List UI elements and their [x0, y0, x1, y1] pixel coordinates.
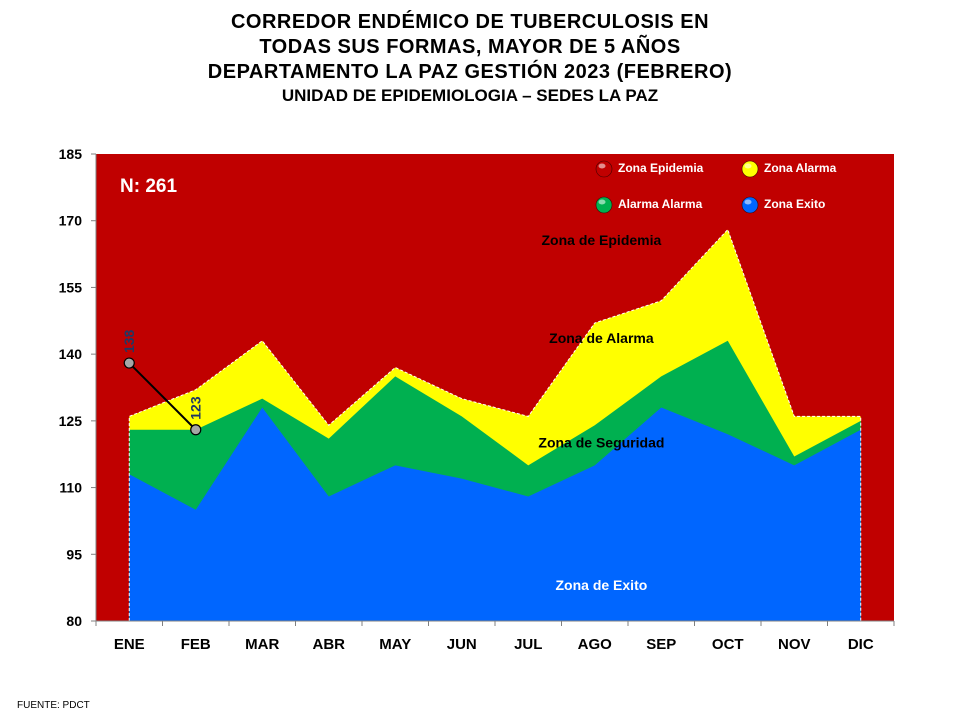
x-tick-label: DIC — [848, 636, 874, 653]
observed-point — [190, 424, 202, 436]
x-tick-label: NOV — [778, 636, 811, 653]
observed-point-label: 123 — [188, 396, 204, 420]
y-tick-label: 185 — [59, 146, 83, 162]
x-tick-label: OCT — [712, 636, 744, 653]
legend-zona-exito-marker — [741, 196, 759, 214]
x-tick-label: FEB — [181, 636, 211, 653]
title-line-3: DEPARTAMENTO LA PAZ GESTIÓN 2023 (FEBRER… — [207, 61, 733, 83]
x-tick-label: JUN — [447, 636, 477, 653]
zone-label-epidemia: Zona de Epidemia — [541, 232, 661, 248]
x-tick-label: MAR — [245, 636, 279, 653]
legend-zona-alarma-marker-shine — [744, 163, 752, 169]
x-tick-label: JUL — [514, 636, 542, 653]
y-tick-label: 80 — [66, 613, 82, 629]
area-zona-exito — [129, 407, 861, 621]
title-line-4: UNIDAD DE EPIDEMIOLOGIA – SEDES LA PAZ — [281, 86, 659, 105]
observed-point-label: 138 — [121, 329, 137, 353]
source-note: FUENTE: PDCT — [17, 700, 90, 711]
y-tick-label: 170 — [59, 213, 83, 229]
legend-zona-epidemia-marker-shine — [598, 163, 606, 169]
alarma-boundary-line — [128, 228, 862, 621]
n-count-label: N: 261 — [120, 176, 177, 197]
title-line-1: CORREDOR ENDÉMICO DE TUBERCULOSIS EN — [230, 11, 710, 33]
observed-line — [128, 362, 197, 431]
x-tick-label: ENE — [114, 636, 145, 653]
x-tick-label: SEP — [646, 636, 676, 653]
legend-alarma-alarma-marker-shine — [598, 199, 606, 205]
y-tick-label: 125 — [59, 413, 83, 429]
y-tick-label: 140 — [59, 346, 83, 362]
x-tick-label: AGO — [578, 636, 613, 653]
legend-alarma-alarma-label: Alarma Alarma — [618, 197, 703, 211]
legend-zona-alarma-marker — [741, 160, 759, 178]
x-tick-label: ABR — [313, 636, 346, 653]
legend-alarma-alarma-marker — [595, 196, 613, 214]
chart-title: CORREDOR ENDÉMICO DE TUBERCULOSIS EN TOD… — [0, 10, 940, 107]
x-tick-label: MAY — [379, 636, 411, 653]
y-tick-label: 95 — [66, 546, 82, 562]
legend-zona-alarma-label: Zona Alarma — [764, 161, 837, 175]
zone-label-seguridad: Zona de Seguridad — [538, 435, 664, 451]
title-line-2: TODAS SUS FORMAS, MAYOR DE 5 AÑOS — [259, 36, 681, 58]
zone-label-alarma: Zona de Alarma — [549, 330, 654, 346]
legend-zona-epidemia-label: Zona Epidemia — [618, 161, 704, 175]
y-tick-label: 110 — [59, 480, 82, 496]
observed-point — [123, 357, 135, 369]
legend-zona-epidemia-marker — [595, 160, 613, 178]
legend-zona-exito-label: Zona Exito — [764, 197, 825, 211]
zone-label-exito: Zona de Exito — [556, 577, 648, 593]
y-tick-label: 155 — [59, 279, 83, 295]
legend-zona-exito-marker-shine — [744, 199, 752, 205]
